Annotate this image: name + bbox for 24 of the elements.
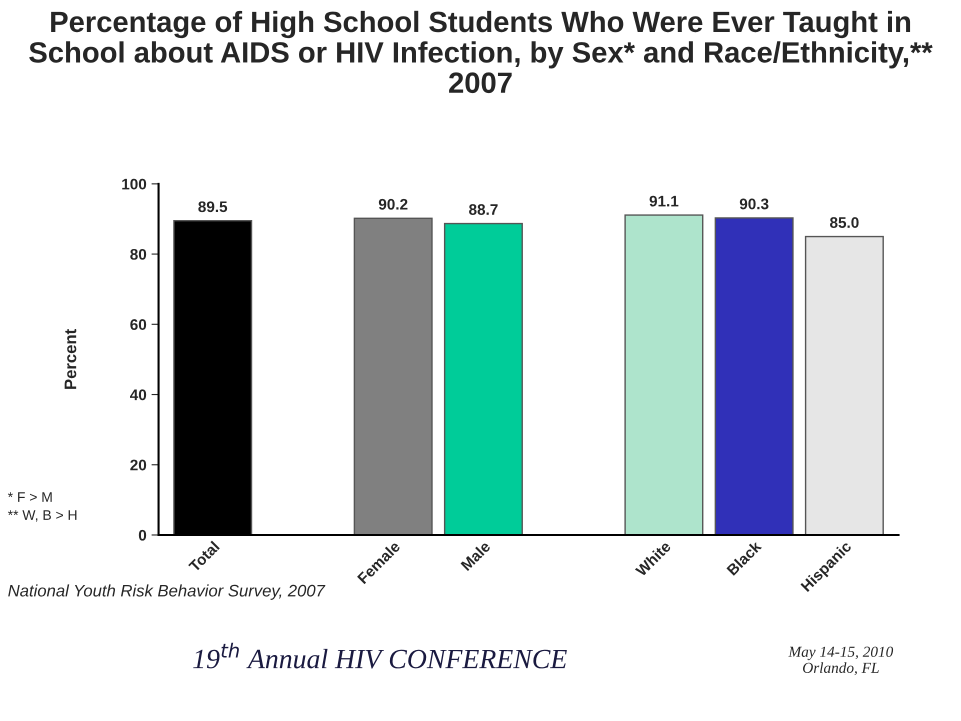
y-axis-title: Percent: [64, 329, 76, 389]
bar: [804, 236, 884, 535]
chart-title: Percentage of High School Students Who Were Ever Taught in School about AIDS or HIV Infection, by Sex* and Race/Ethnicity,** 2007: [29, 10, 933, 94]
bar: [624, 214, 704, 535]
y-tick-label: 20: [130, 460, 146, 470]
y-tick-label: 0: [138, 530, 146, 541]
text: ** W, B > H: [8, 510, 76, 522]
data-label: 88.7: [469, 204, 498, 215]
bar: [354, 218, 433, 535]
y-tick-label: 40: [130, 389, 146, 400]
y-tick-label: 80: [130, 248, 146, 260]
y-tick-label: 60: [130, 319, 146, 330]
y-tick-label: 100: [122, 178, 146, 190]
bar: [714, 217, 794, 535]
data-label: 85.0: [830, 217, 859, 228]
data-label: 90.2: [378, 198, 408, 210]
data-label: 91.1: [650, 196, 678, 207]
data-label: 90.3: [740, 198, 768, 210]
data-label: 89.5: [198, 201, 228, 212]
text: 19$^{th}$ Annual HIV CONFERENCE: [193, 642, 567, 669]
text: May 14-15, 2010 Orlando, FL: [788, 646, 894, 676]
text: * F > M: [8, 492, 52, 502]
bar: [444, 222, 523, 535]
text: National Youth Risk Behavior Survey, 2007: [8, 584, 326, 600]
